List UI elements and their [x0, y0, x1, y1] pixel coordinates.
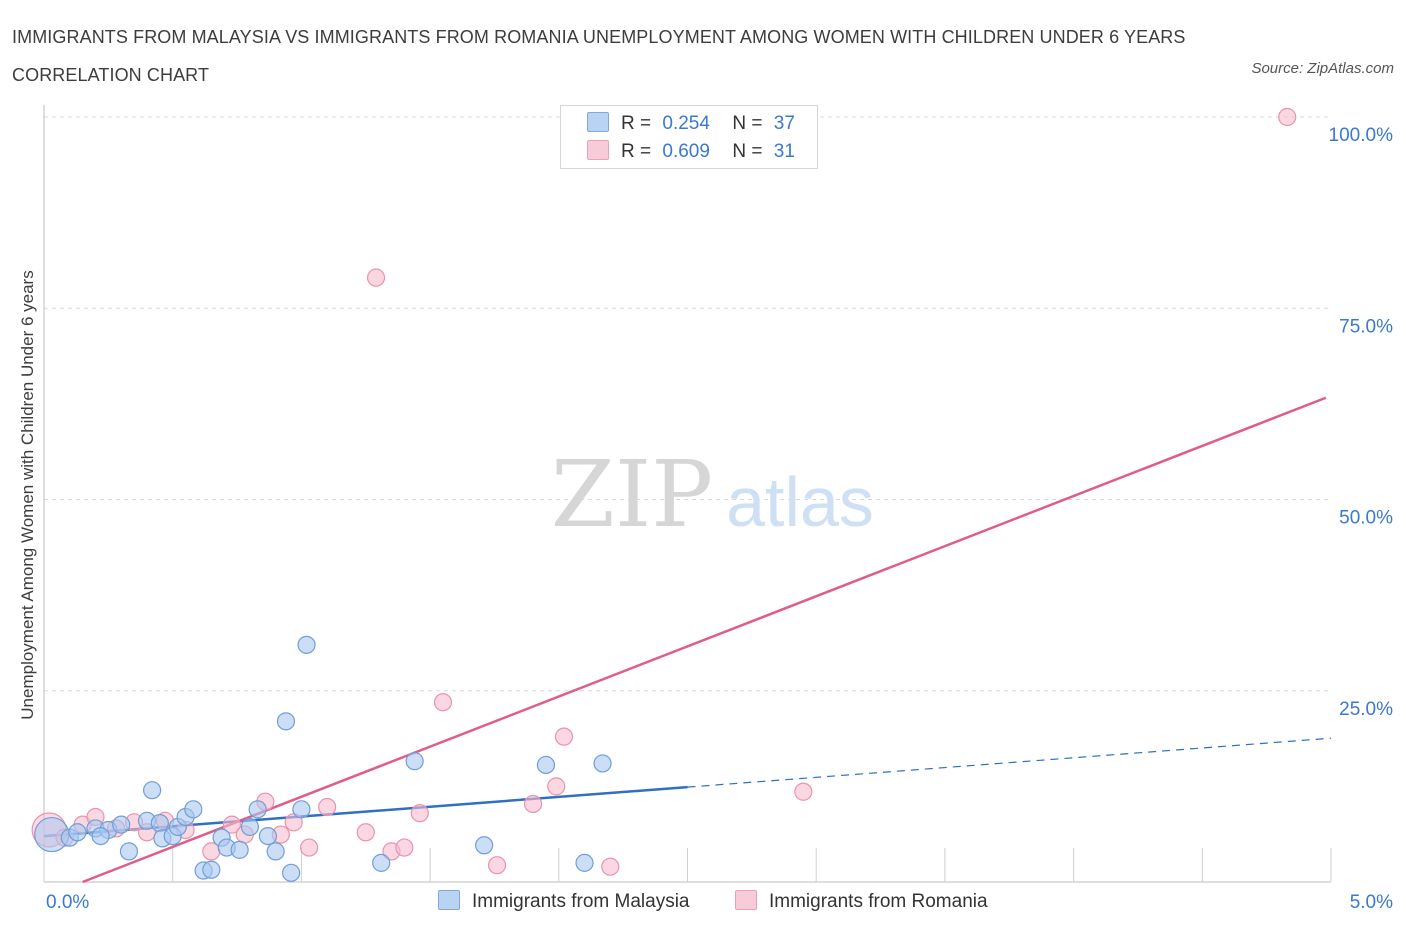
malaysia-point: [282, 863, 301, 882]
romania-legend-swatch: [735, 890, 757, 910]
romania-point: [523, 794, 543, 814]
romania-point: [356, 823, 375, 842]
watermark: ZIP atlas: [551, 441, 874, 548]
n-label: N =: [732, 113, 763, 134]
malaysia-n-value: 37: [773, 113, 795, 134]
romania-point: [487, 856, 507, 875]
y-tick-label: 100.0%: [1329, 125, 1394, 146]
axes: [43, 105, 1332, 883]
source-credit: Source: ZipAtlas.com: [1251, 60, 1394, 77]
romania-point: [222, 815, 242, 834]
romania-point: [554, 727, 574, 746]
malaysia-r-value: 0.254: [662, 113, 710, 134]
legend-row-romania: R = 0.609 N = 31: [587, 139, 795, 165]
y-tick-label: 75.0%: [1339, 316, 1393, 337]
romania-point: [366, 268, 386, 287]
malaysia-point: [575, 853, 594, 872]
malaysia-point: [297, 635, 316, 654]
romania-point: [300, 838, 319, 857]
romania-point: [395, 838, 414, 857]
malaysia-point: [112, 815, 131, 834]
malaysia-point: [202, 860, 221, 879]
tick-labels: 25.0% 50.0% 75.0% 100.0% 0.0% 5.0%: [46, 125, 1393, 913]
r-label: R =: [621, 113, 652, 134]
stats-legend: R = 0.254 N = 37 R = 0.609 N = 31: [560, 105, 818, 169]
romania-point: [794, 782, 813, 801]
malaysia-swatch: [587, 112, 609, 132]
romania-point: [433, 693, 453, 712]
chart-title: IMMIGRANTS FROM MALAYSIA VS IMMIGRANTS F…: [12, 27, 1186, 85]
romania-point: [601, 857, 620, 876]
x-tick-label: 0.0%: [46, 892, 89, 913]
romania-point: [318, 797, 337, 817]
malaysia-point: [150, 813, 169, 833]
romania-n-value: 31: [773, 141, 795, 162]
malaysia-legend-swatch: [438, 890, 460, 910]
malaysia-point: [119, 842, 139, 861]
malaysia-point: [184, 800, 203, 819]
legend-item-malaysia[interactable]: Immigrants from Malaysia: [438, 888, 690, 916]
malaysia-point: [230, 840, 249, 859]
malaysia-legend-label: Immigrants from Malaysia: [472, 891, 690, 912]
romania-legend-label: Immigrants from Romania: [769, 891, 988, 912]
romania-point: [1278, 107, 1297, 127]
romania-swatch: [587, 140, 609, 160]
r-label: R =: [621, 141, 652, 162]
malaysia-point: [266, 842, 285, 861]
romania-trend-line: [82, 396, 1327, 884]
malaysia-point: [68, 823, 87, 842]
malaysia-point: [248, 800, 267, 819]
malaysia-point: [143, 781, 162, 800]
n-label: N =: [732, 141, 763, 162]
malaysia-point: [258, 826, 278, 846]
watermark-zip: ZIP: [551, 441, 713, 548]
x-tick-label: 5.0%: [1350, 892, 1393, 913]
y-tick-label: 50.0%: [1339, 508, 1393, 529]
grid-lines: [44, 116, 1331, 692]
romania-r-value: 0.609: [662, 141, 710, 162]
malaysia-point: [593, 754, 612, 773]
romania-point: [547, 777, 566, 796]
malaysia-point: [240, 817, 260, 837]
malaysia-point: [372, 853, 391, 872]
watermark-atlas: atlas: [726, 463, 874, 541]
malaysia-point: [91, 826, 110, 846]
malaysia-point: [292, 800, 311, 819]
legend-row-malaysia: R = 0.254 N = 37: [587, 111, 795, 137]
malaysia-point: [536, 755, 556, 775]
malaysia-point: [405, 752, 424, 771]
romania-point: [410, 804, 429, 823]
data-points: [31, 107, 1297, 882]
legend-item-romania[interactable]: Immigrants from Romania: [735, 888, 988, 916]
malaysia-trend-extension: [687, 737, 1332, 788]
y-tick-label: 25.0%: [1339, 699, 1393, 720]
malaysia-point: [475, 836, 494, 855]
series-legend: Immigrants from Malaysia Immigrants from…: [0, 888, 1406, 916]
malaysia-point: [276, 712, 296, 731]
